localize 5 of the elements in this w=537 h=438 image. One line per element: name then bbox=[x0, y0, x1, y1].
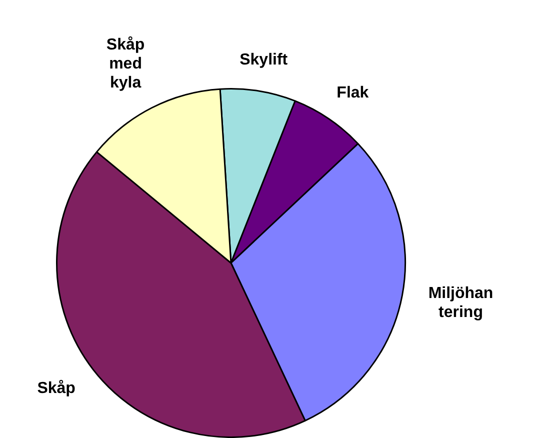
slice-label: Skåp bbox=[37, 379, 76, 398]
slice-label: Skylift bbox=[240, 52, 288, 69]
slice-label: Skåp med kyla bbox=[106, 35, 145, 92]
slice-label: Flak bbox=[336, 84, 369, 102]
slice-label: Miljöhantering bbox=[428, 285, 494, 322]
